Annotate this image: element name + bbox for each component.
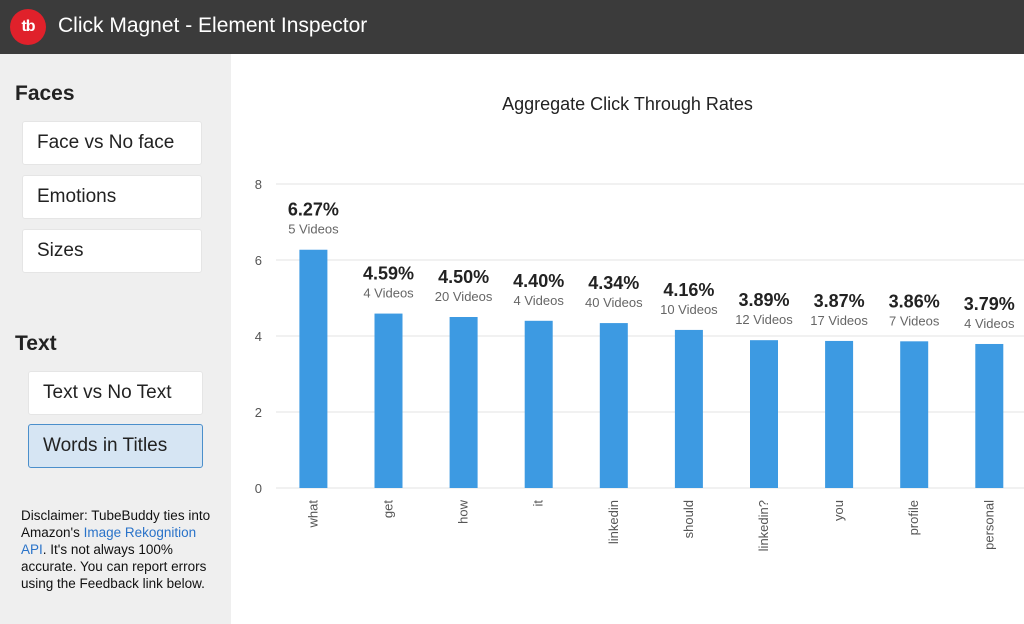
video-count-label: 4 Videos [363,286,414,301]
y-tick-label: 2 [255,405,262,420]
emotions-button[interactable]: Emotions [22,175,202,219]
chart-title: Aggregate Click Through Rates [502,94,753,114]
value-label: 3.89% [738,290,789,310]
video-count-label: 10 Videos [660,302,718,317]
x-tick-label: get [381,500,396,518]
title-bar: tb Click Magnet - Element Inspector [0,0,1024,54]
bar-it [524,320,553,488]
bar-profile [900,341,929,488]
x-tick-label: should [681,500,696,538]
tubebuddy-logo-icon: tb [10,9,46,45]
video-count-label: 5 Videos [288,222,339,237]
sidebar: Faces Face vs No face Emotions Sizes Tex… [0,54,231,624]
value-label: 4.34% [588,273,639,293]
value-label: 4.50% [438,267,489,287]
disclaimer-text: Disclaimer: TubeBuddy ties into Amazon's… [21,507,211,592]
x-tick-label: linkedin [606,500,621,544]
video-count-label: 20 Videos [435,289,493,304]
x-tick-label: linkedin? [756,500,771,551]
image-rekognition-link[interactable]: Image Rekognition API [21,525,197,557]
video-count-label: 4 Videos [514,293,565,308]
value-label: 3.79% [964,294,1015,314]
value-label: 4.59% [363,264,414,284]
video-count-label: 17 Videos [810,313,868,328]
x-tick-label: what [305,500,320,529]
video-count-label: 12 Videos [735,312,793,327]
disclaimer-after: . It's not always 100% accurate. You can… [21,542,207,591]
value-label: 3.87% [814,291,865,311]
value-label: 3.86% [889,291,940,311]
x-tick-label: profile [906,500,921,535]
value-label: 4.16% [663,280,714,300]
value-label: 4.40% [513,271,564,291]
bar-you [825,340,854,488]
bar-how [449,317,478,488]
x-tick-label: you [831,500,846,521]
app-title: Click Magnet - Element Inspector [58,14,368,37]
bar-linkedin [599,323,628,488]
video-count-label: 7 Videos [889,313,940,328]
face-vs-no-face-button[interactable]: Face vs No face [22,121,202,165]
words-in-titles-button[interactable]: Words in Titles [28,424,203,468]
y-tick-label: 4 [255,329,262,344]
chart-panel: Aggregate Click Through Rates 0 2 4 6 8 6.27%… [231,54,1024,624]
bar-get [374,313,403,488]
bar-chart: 0 2 4 6 8 6.27% 5 Videos what 4.59% 4 Videos get 4.… [255,177,1024,551]
video-count-label: 40 Videos [585,295,643,310]
video-count-label: 4 Videos [964,316,1015,331]
value-label: 6.27% [288,200,339,220]
y-tick-label: 6 [255,253,262,268]
y-tick-label: 8 [255,177,262,192]
section-title-text: Text [15,332,57,355]
x-tick-label: personal [981,500,996,550]
disclaimer-before: Disclaimer: TubeBuddy ties into Amazon's [21,508,211,540]
x-tick-label: it [531,500,546,507]
bar-linkedin? [750,340,778,488]
text-vs-no-text-button[interactable]: Text vs No Text [28,371,203,415]
bar-personal [975,343,1004,488]
y-tick-label: 0 [255,481,262,496]
bar-what [299,249,328,488]
bar-should [674,329,703,488]
section-title-faces: Faces [15,82,75,105]
x-tick-label: how [456,499,471,523]
sizes-button[interactable]: Sizes [22,229,202,273]
